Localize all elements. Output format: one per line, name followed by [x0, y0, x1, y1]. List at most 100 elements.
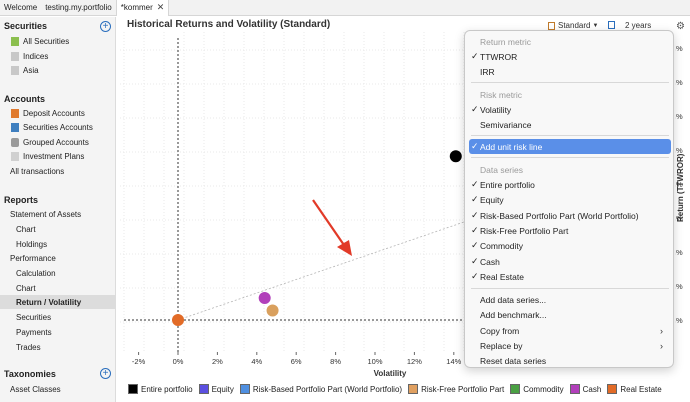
legend-swatch	[408, 384, 419, 394]
menu-item-ttwror[interactable]: ✓ TTWROR	[469, 49, 671, 64]
export-button[interactable]	[608, 21, 615, 29]
annotation-arrow-head	[337, 240, 352, 256]
data-points	[172, 150, 462, 326]
sidebar-item-all-securities[interactable]: All Securities	[0, 34, 115, 48]
sidebar-item-trades[interactable]: Trades	[0, 340, 115, 354]
x-tick-label: 12%	[407, 357, 422, 366]
sidebar-item-all-transactions[interactable]: All transactions	[0, 164, 115, 178]
menu-series-real-estate[interactable]: ✓ Real Estate	[469, 269, 671, 284]
taxonomies-header: Taxonomies	[4, 369, 56, 379]
legend-item[interactable]: Equity	[198, 384, 234, 394]
checkmark-icon: ✓	[471, 194, 479, 204]
legend-label: Real Estate	[620, 384, 662, 394]
menu-item-copy-from[interactable]: Copy from ›	[469, 323, 671, 338]
menu-series-equity[interactable]: ✓ Equity	[469, 192, 671, 207]
legend-swatch	[569, 384, 580, 394]
period-selector[interactable]: 2 years	[625, 21, 651, 30]
menu-item-semivariance[interactable]: Semivariance	[469, 117, 671, 132]
tab-label: Welcome	[4, 3, 38, 12]
menu-item-volatility[interactable]: ✓ Volatility	[469, 102, 671, 117]
legend-swatch	[239, 384, 250, 394]
plan-icon	[11, 151, 19, 161]
sidebar-item-holdings[interactable]: Holdings	[0, 237, 115, 251]
legend-item[interactable]: Cash	[569, 384, 601, 394]
menu-series-commodity[interactable]: ✓ Commodity	[469, 238, 671, 253]
y-tick-label: %	[676, 146, 683, 155]
tab-kommer[interactable]: *kommer ✕	[115, 0, 170, 16]
legend-item[interactable]: Real Estate	[607, 384, 662, 394]
add-taxonomy-icon[interactable]: +	[100, 368, 111, 379]
sidebar-item-securities[interactable]: Securities	[0, 310, 115, 324]
checkmark-icon: ✓	[471, 225, 479, 235]
sidebar-item-label: All Securities	[23, 36, 70, 46]
sidebar-item-label: Statement of Assets	[10, 209, 82, 219]
point-cash[interactable]	[258, 291, 271, 304]
sidebar-item-payments[interactable]: Payments	[0, 325, 115, 339]
legend-swatch	[607, 384, 618, 394]
sidebar-item-performance-chart[interactable]: Chart	[0, 281, 115, 295]
add-security-icon[interactable]: +	[100, 21, 111, 32]
menu-series-risk-free[interactable]: ✓ Risk-Free Portfolio Part	[469, 223, 671, 238]
sidebar: Securities + All Securities Indices Asia…	[0, 17, 116, 402]
menu-series-cash[interactable]: ✓ Cash	[469, 254, 671, 269]
securities-account-icon	[11, 122, 19, 132]
menu-item-add-benchmark[interactable]: Add benchmark...	[469, 307, 671, 322]
sidebar-item-securities-accounts[interactable]: Securities Accounts	[0, 120, 115, 134]
point-real-estate[interactable]	[172, 314, 184, 326]
legend-item[interactable]: Entire portfolio	[128, 384, 193, 394]
sidebar-item-statement-of-assets[interactable]: Statement of Assets	[0, 207, 115, 221]
legend-label: Equity	[211, 384, 234, 394]
sidebar-item-label: Trades	[16, 342, 41, 352]
menu-item-label: Risk-Free Portfolio Part	[480, 225, 569, 236]
y-tick-label: %	[676, 282, 683, 291]
config-icon	[548, 21, 555, 30]
legend-item[interactable]: Commodity	[510, 384, 564, 394]
accounts-header: Accounts	[4, 94, 46, 104]
tab-bar: Welcome testing.my.portfolio *kommer ✕	[0, 0, 690, 16]
sidebar-item-return-volatility[interactable]: Return / Volatility	[0, 295, 115, 309]
sidebar-item-calculation[interactable]: Calculation	[0, 266, 115, 280]
sidebar-item-performance[interactable]: Performance	[0, 251, 115, 265]
y-tick-label: %	[676, 78, 683, 87]
legend-item[interactable]: Risk-Free Portfolio Part	[408, 384, 504, 394]
config-selector[interactable]: Standard ▼	[548, 21, 598, 30]
chart-options-menu: Return metric ✓ TTWROR IRR Risk metric ✓ V…	[464, 30, 674, 368]
x-tick-label: -2%	[132, 357, 146, 366]
menu-item-label: Risk-Based Portfolio Part (World Portfol…	[480, 210, 639, 221]
sidebar-item-chart[interactable]: Chart	[0, 222, 115, 236]
checkmark-icon: ✓	[471, 104, 479, 114]
menu-series-entire-portfolio[interactable]: ✓ Entire portfolio	[469, 177, 671, 192]
menu-item-label: Reset data series	[480, 355, 547, 366]
close-icon[interactable]: ✕	[156, 2, 165, 12]
sidebar-item-investment-plans[interactable]: Investment Plans	[0, 149, 115, 163]
sidebar-item-label: All transactions	[10, 166, 65, 176]
sidebar-item-grouped-accounts[interactable]: Grouped Accounts	[0, 135, 115, 149]
menu-item-label: Copy from	[480, 325, 520, 336]
sidebar-item-asia[interactable]: Asia	[0, 63, 115, 77]
menu-item-replace-by[interactable]: Replace by ›	[469, 338, 671, 353]
y-tick-label: %	[676, 316, 683, 325]
sidebar-item-asset-classes[interactable]: Asset Classes	[0, 382, 115, 396]
point-entire-portfolio[interactable]	[449, 150, 462, 163]
menu-item-add-unit-risk-line[interactable]: ✓ Add unit risk line	[469, 139, 671, 154]
tab-label: *kommer	[120, 3, 153, 12]
menu-item-irr[interactable]: IRR	[469, 64, 671, 79]
legend-label: Commodity	[523, 384, 564, 394]
tab-welcome[interactable]: Welcome	[0, 0, 41, 16]
tab-portfolio[interactable]: testing.my.portfolio	[41, 0, 116, 16]
annotation-arrow-line	[312, 199, 347, 249]
x-tick-label: 8%	[330, 357, 341, 366]
settings-button[interactable]: ⚙	[676, 21, 685, 32]
checkmark-icon: ✓	[471, 141, 479, 151]
legend-label: Entire portfolio	[141, 384, 193, 394]
grouped-icon	[11, 137, 19, 147]
legend-item[interactable]: Risk-Based Portfolio Part (World Portfol…	[239, 384, 402, 394]
checkmark-icon: ✓	[471, 51, 479, 61]
sidebar-item-deposit-accounts[interactable]: Deposit Accounts	[0, 106, 115, 120]
sidebar-item-indices[interactable]: Indices	[0, 49, 115, 63]
menu-item-reset-data-series[interactable]: Reset data series	[469, 353, 671, 368]
menu-item-add-data-series[interactable]: Add data series...	[469, 292, 671, 307]
legend-label: Risk-Free Portfolio Part	[421, 384, 505, 394]
menu-series-risk-based[interactable]: ✓ Risk-Based Portfolio Part (World Portfo…	[469, 208, 671, 223]
point-risk-free-portfolio-part[interactable]	[266, 304, 279, 317]
